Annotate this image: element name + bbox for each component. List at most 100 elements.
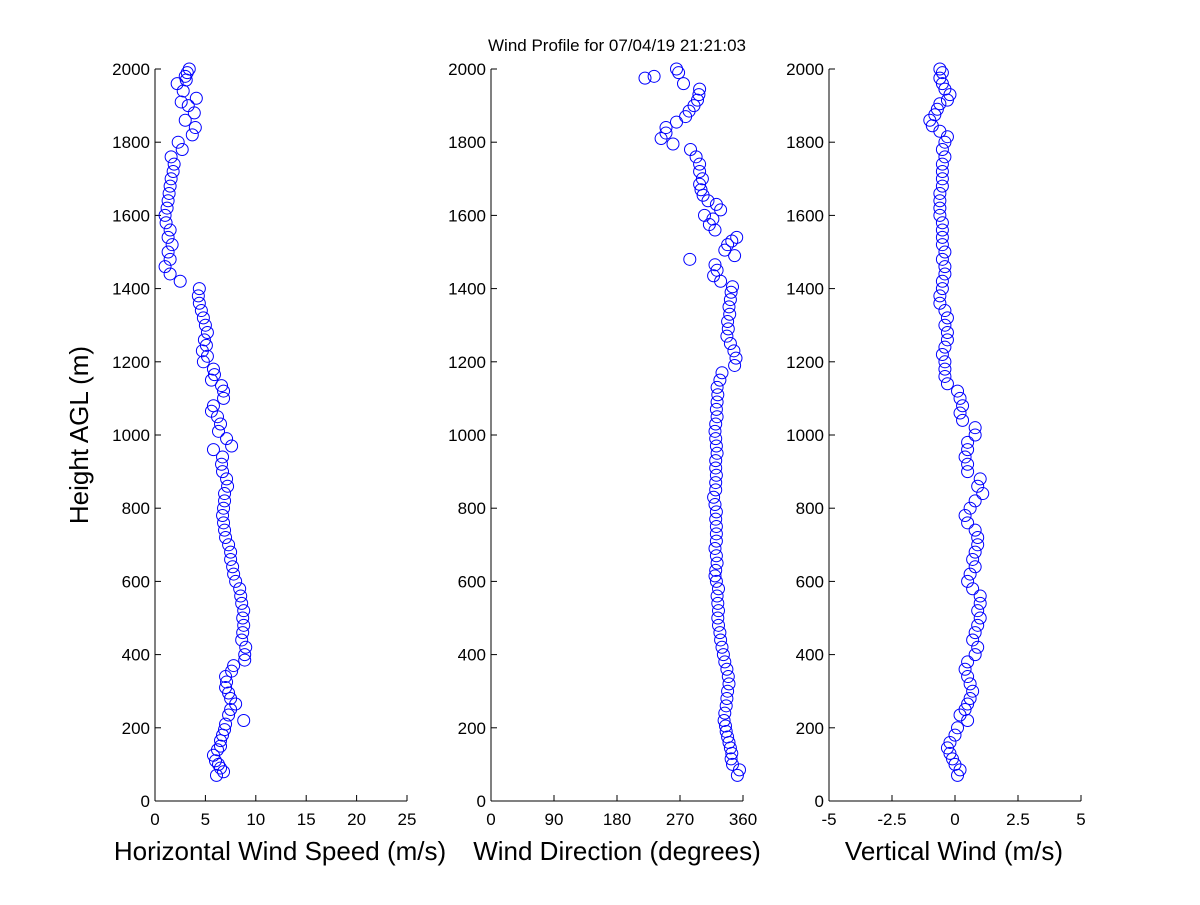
speed-data-point	[236, 611, 250, 625]
vertical-data-point	[966, 633, 980, 647]
direction-data-point	[719, 699, 733, 713]
direction-data-point	[723, 293, 737, 307]
speed-x-tick-label: 15	[297, 810, 316, 829]
speed-y-tick-label: 400	[122, 646, 150, 665]
vertical-x-tick-label: -2.5	[877, 810, 906, 829]
speed-data-point	[224, 552, 238, 566]
vertical-data-point	[968, 545, 982, 559]
speed-y-tick-label: 600	[122, 572, 150, 591]
vertical-data-point	[938, 340, 952, 354]
direction-data-point	[710, 589, 724, 603]
speed-data-point	[189, 91, 203, 105]
speed-data-point	[237, 713, 251, 727]
speed-data-point	[222, 538, 236, 552]
vertical-data-point	[968, 494, 982, 508]
direction-y-tick-label: 1800	[448, 133, 486, 152]
vertical-data-point	[953, 406, 967, 420]
direction-data-point	[684, 143, 697, 157]
vertical-data-point	[961, 465, 975, 479]
speed-data-point	[164, 172, 178, 186]
speed-data-point	[216, 450, 230, 464]
direction-data-point	[710, 263, 724, 277]
speed-data-point	[220, 472, 234, 486]
speed-data-point	[226, 560, 240, 574]
direction-data-point	[719, 719, 732, 733]
vertical-y-tick-label: 800	[796, 499, 824, 518]
speed-data-point	[191, 289, 205, 303]
speed-data-point	[206, 362, 220, 376]
vertical-data-point	[933, 186, 947, 200]
direction-data-point	[712, 582, 725, 596]
speed-data-point	[175, 143, 189, 157]
direction-data-point	[709, 461, 723, 475]
vertical-data-point	[938, 82, 952, 96]
speed-x-tick-label: 20	[347, 810, 366, 829]
speed-data-point	[207, 368, 221, 382]
speed-data-point	[238, 648, 252, 662]
direction-data-point	[723, 337, 737, 350]
direction-data-point	[712, 604, 725, 618]
speed-data-point	[218, 723, 232, 737]
direction-data-point	[720, 662, 734, 676]
direction-data-point	[693, 164, 707, 178]
vertical-x-axis-label: Vertical Wind (m/s)	[845, 836, 1063, 866]
direction-data-point	[710, 395, 724, 409]
speed-data-point	[158, 260, 172, 274]
vertical-data-point	[973, 596, 987, 610]
direction-y-tick-label: 1600	[448, 206, 486, 225]
direction-data-point	[722, 677, 736, 691]
vertical-x-tick-label: -5	[821, 810, 836, 829]
speed-data-point	[210, 743, 224, 757]
vertical-data-point	[966, 684, 980, 698]
direction-data-point	[692, 88, 706, 102]
vertical-data-point	[940, 741, 954, 755]
speed-data-point	[161, 230, 175, 244]
vertical-data-point	[953, 391, 967, 405]
vertical-data-point	[968, 428, 982, 442]
direction-data-point	[723, 307, 737, 321]
speed-data-point	[158, 208, 172, 222]
speed-data-point	[160, 201, 174, 215]
direction-data-point	[717, 713, 731, 727]
vertical-y-tick-label: 1400	[786, 280, 824, 299]
chart-title: Wind Profile for 07/04/19 21:21:03	[488, 36, 746, 55]
direction-data-point	[693, 157, 707, 171]
speed-data-point	[198, 318, 212, 332]
speed-data-point	[163, 267, 177, 281]
speed-data-point	[227, 567, 241, 581]
vertical-y-tick-label: 1800	[786, 133, 824, 152]
direction-series	[638, 62, 746, 782]
direction-x-tick-label: 180	[603, 810, 631, 829]
direction-data-point	[709, 468, 723, 482]
speed-data-point	[224, 545, 238, 559]
vertical-data-point	[971, 530, 985, 544]
speed-data-point	[216, 509, 230, 523]
vertical-data-point	[961, 516, 975, 530]
direction-data-point	[709, 505, 723, 519]
speed-data-point	[225, 664, 239, 678]
vertical-x-tick-label: 5	[1076, 810, 1085, 829]
vertical-data-point	[968, 523, 982, 537]
speed-data-point	[234, 589, 248, 603]
speed-data-point	[217, 384, 231, 398]
vertical-y-tick-label: 600	[796, 572, 824, 591]
vertical-data-point	[961, 457, 975, 471]
direction-data-point	[719, 724, 733, 738]
direction-data-point	[706, 212, 720, 226]
speed-x-tick-label: 25	[398, 810, 417, 829]
direction-data-point	[709, 527, 723, 541]
direction-data-point	[666, 137, 680, 151]
direction-x-tick-label: 270	[666, 810, 694, 829]
vertical-data-point	[966, 582, 980, 596]
vertical-data-point	[973, 589, 987, 603]
direction-y-tick-label: 400	[458, 646, 486, 665]
direction-y-tick-label: 1200	[448, 353, 486, 372]
speed-y-tick-label: 1600	[112, 206, 150, 225]
speed-data-point	[220, 675, 234, 689]
vertical-data-point	[958, 509, 972, 523]
speed-series	[158, 62, 253, 782]
vertical-data-point	[933, 289, 947, 303]
vertical-data-point	[958, 662, 972, 676]
direction-data-point	[709, 520, 723, 533]
